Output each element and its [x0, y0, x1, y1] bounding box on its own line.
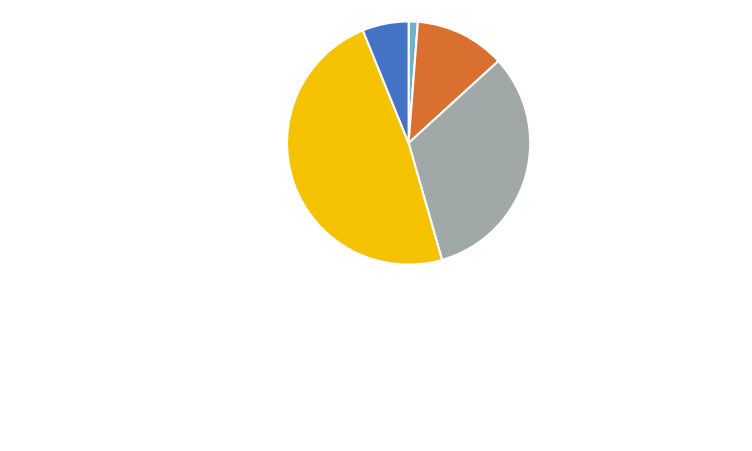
Wedge shape	[363, 23, 408, 144]
Wedge shape	[287, 31, 442, 265]
Wedge shape	[408, 23, 499, 144]
Wedge shape	[408, 62, 530, 260]
Wedge shape	[408, 23, 418, 144]
